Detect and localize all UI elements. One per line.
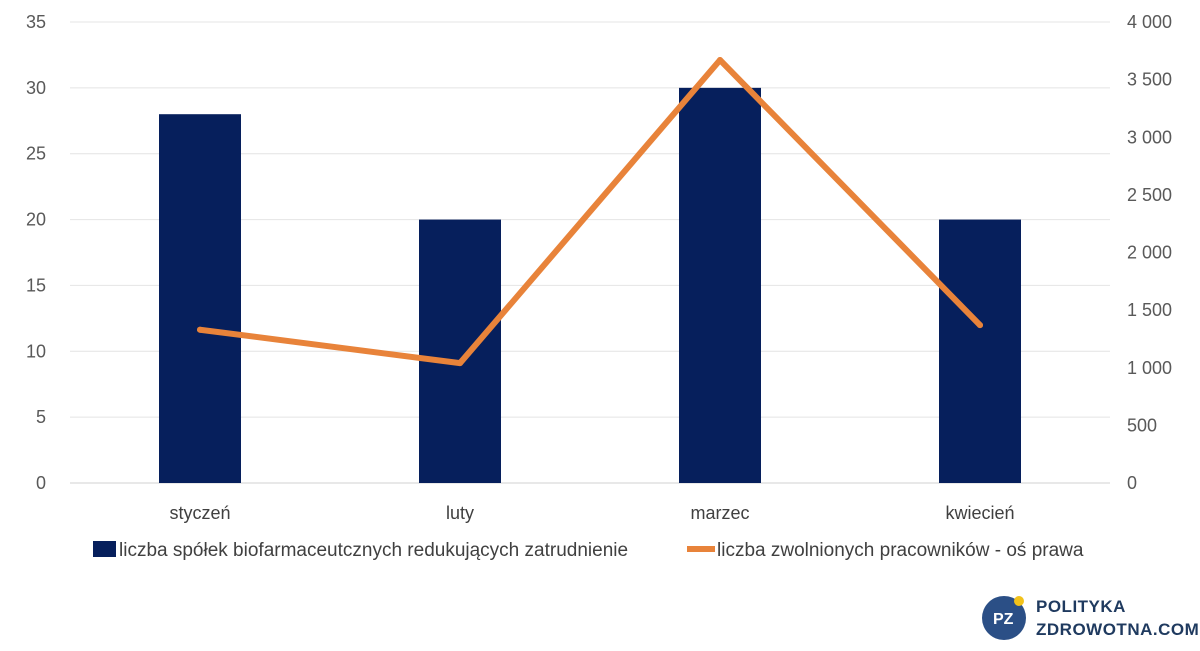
- series-line: [197, 57, 983, 367]
- line-point: [457, 360, 463, 367]
- category-label: styczeń: [169, 503, 230, 523]
- bar-series: [159, 87, 1021, 484]
- left-tick-label: 30: [26, 78, 46, 98]
- legend-swatch-bar: [93, 541, 116, 557]
- left-tick-label: 0: [36, 473, 46, 493]
- legend-label-line: liczba zwolnionych pracowników - oś praw…: [717, 540, 1084, 561]
- left-tick-label: 5: [36, 407, 46, 427]
- right-tick-label: 2 000: [1127, 243, 1172, 263]
- category-label: luty: [446, 503, 474, 523]
- logo-circle-icon: [982, 596, 1026, 640]
- gridlines: [70, 21, 1110, 484]
- right-tick-label: 500: [1127, 415, 1157, 435]
- bar: [939, 219, 1021, 484]
- left-tick-label: 35: [26, 12, 46, 32]
- right-tick-label: 3 000: [1127, 127, 1172, 147]
- right-tick-label: 1 000: [1127, 358, 1172, 378]
- line-point: [717, 57, 723, 64]
- bar: [159, 114, 241, 483]
- line-point: [197, 326, 203, 333]
- left-tick-label: 10: [26, 341, 46, 361]
- right-axis-ticks: 0 500 1 000 1 500 2 000 2 500 3 000 3 500 4 000: [1127, 12, 1172, 493]
- logo-line1: POLITYKA: [1036, 597, 1126, 616]
- right-tick-label: 1 500: [1127, 300, 1172, 320]
- site-logo: PZ POLITYKA ZDROWOTNA.COM: [982, 596, 1199, 640]
- right-tick-label: 4 000: [1127, 12, 1172, 32]
- left-tick-label: 20: [26, 210, 46, 230]
- legend-swatch-line: [687, 546, 715, 552]
- category-label: marzec: [690, 503, 749, 523]
- category-axis: styczeń luty marzec kwiecień: [169, 503, 1014, 523]
- category-label: kwiecień: [945, 503, 1014, 523]
- right-tick-label: 2 500: [1127, 185, 1172, 205]
- bar: [679, 87, 761, 483]
- legend-label-bar: liczba spółek biofarmaceutcznych redukuj…: [119, 540, 628, 561]
- right-tick-label: 3 500: [1127, 70, 1172, 90]
- bar: [419, 219, 501, 484]
- legend: liczba spółek biofarmaceutcznych redukuj…: [93, 540, 1084, 561]
- left-axis-ticks: 0 5 10 15 20 25 30 35: [26, 12, 46, 493]
- logo-mark: PZ: [993, 611, 1014, 628]
- left-tick-label: 15: [26, 275, 46, 295]
- logo-dot-icon: [1014, 596, 1024, 606]
- line-series: [197, 57, 983, 367]
- right-tick-label: 0: [1127, 473, 1137, 493]
- logo-line2: ZDROWOTNA.COM: [1036, 620, 1199, 639]
- line-point: [977, 322, 983, 329]
- left-tick-label: 25: [26, 144, 46, 164]
